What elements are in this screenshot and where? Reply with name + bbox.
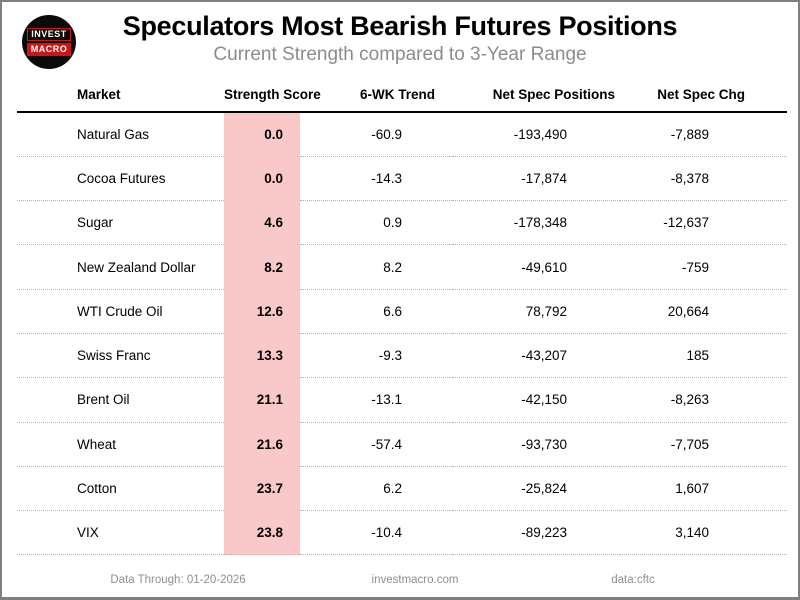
cell-net-spec-positions: -42,150 [452,377,620,423]
table-row: Wheat 21.6 -57.4 -93,730 -7,705 [17,421,787,467]
table-row: New Zealand Dollar 8.2 8.2 -49,610 -759 [17,244,787,290]
cell-net-spec-chg: 20,664 [620,288,787,334]
cell-net-spec-chg: -8,378 [620,155,787,201]
cell-market: Wheat [17,421,224,467]
cell-market: Natural Gas [77,126,150,142]
cell-trend-6wk: 0.9 [300,200,452,245]
cell-net-spec-chg: 185 [620,332,787,378]
column-header-market: Market [17,82,224,113]
cell-trend-6wk: 8.2 [300,244,452,290]
column-header-strength-score: Strength Score [224,82,321,113]
cell-market: VIX [17,510,224,556]
logo-macro-text: MACRO [26,43,72,56]
cell-trend-6wk: 6.2 [300,465,452,511]
table-header-row: Market Strength Score 6-WK Trend Net Spec P… [17,82,787,113]
cell-net-spec-chg: -759 [620,244,787,290]
cell-market: Swiss Franc [17,332,224,378]
cell-net-spec-positions: -93,730 [452,421,620,467]
cell-trend-6wk: -13.1 [300,377,452,423]
page-title: Speculators Most Bearish Futures Positio… [122,11,678,41]
cell-net-spec-chg: 1,607 [620,465,787,511]
footer-website: investmacro.com [371,574,459,586]
cell-strength-score: 0.0 [224,155,300,201]
cell-net-spec-chg: -12,637 [620,200,787,245]
column-header-net-spec-chg: Net Spec Chg [620,82,787,113]
table-row: Sugar 4.6 0.9 -178,348 -12,637 [17,200,787,245]
page-subtitle: Current Strength compared to 3-Year Rang… [213,44,587,65]
cell-strength-score: 21.1 [224,377,300,423]
cell-strength-score: 23.7 [224,465,300,511]
cell-strength-score: 0.0 [224,112,300,157]
cell-strength-score: 12.6 [224,288,300,334]
table-row: Brent Oil 21.1 -13.1 -42,150 -8,263 [17,377,787,423]
table-header: Market Strength Score 6-WK Trend Net Spec P… [17,82,787,113]
table-row: Swiss Franc 13.3 -9.3 -43,207 185 [17,332,787,378]
cell-strength-score: 13.3 [224,332,300,378]
table-row: WTI Crude Oil 12.6 6.6 78,792 20,664 [17,288,787,334]
cell-net-spec-positions: -17,874 [452,155,620,201]
cell-net-spec-chg: -7,889 [670,126,709,142]
column-header-trend-6wk: 6-WK Trend [300,82,452,113]
cell-strength-score: 23.8 [224,510,300,556]
column-header-net-spec-positions: Net Spec Positions [452,82,620,113]
table-row: Cocoa Futures 0.0 -14.3 -17,874 -8,378 [17,155,787,201]
cell-market: WTI Crude Oil [17,288,224,334]
cell-net-spec-chg: 3,140 [620,510,787,556]
table-row: Natural Gas 0.0 -60.9 -193,490 -7,889 [17,112,787,157]
table-row: Cotton 23.7 6.2 -25,824 1,607 [17,465,787,511]
cell-strength-score: 8.2 [224,244,300,290]
cell-net-spec-positions: -193,490 [513,126,567,142]
table-body: Natural Gas 0.0 -60.9 -193,490 -7,889 Cocoa F… [17,112,787,556]
cell-net-spec-positions: 78,792 [452,288,620,334]
cell-trend-6wk: -14.3 [300,155,452,201]
table-row: VIX 23.8 -10.4 -89,223 3,140 [17,510,787,556]
cell-market: Cotton [17,465,224,511]
cell-strength-score: 21.6 [224,421,300,467]
cell-trend-6wk: -60.9 [371,126,402,142]
cell-strength-score: 4.6 [224,200,300,245]
cell-net-spec-chg: -8,263 [620,377,787,423]
cell-net-spec-positions: -25,824 [452,465,620,511]
cell-market: Sugar [17,200,224,245]
cell-trend-6wk: -57.4 [300,421,452,467]
cell-net-spec-positions: -178,348 [452,200,620,245]
cell-trend-6wk: -9.3 [300,332,452,378]
footer-data-source: data:cftc [611,574,655,586]
investmacro-logo-icon: INVEST MACRO [22,15,76,69]
cell-market: Brent Oil [17,377,224,423]
cell-trend-6wk: -10.4 [300,510,452,556]
cell-trend-6wk: 6.6 [300,288,452,334]
cell-net-spec-positions: -49,610 [452,244,620,290]
cell-market: Cocoa Futures [17,155,224,201]
cell-net-spec-chg: -7,705 [620,421,787,467]
footer-data-through: Data Through: 01-20-2026 [110,574,246,586]
cell-net-spec-positions: -89,223 [452,510,620,556]
cell-market: New Zealand Dollar [17,244,224,290]
positions-table: Market Strength Score 6-WK Trend Net Spec P… [17,82,787,556]
logo-invest-text: INVEST [27,28,71,41]
cell-net-spec-positions: -43,207 [452,332,620,378]
